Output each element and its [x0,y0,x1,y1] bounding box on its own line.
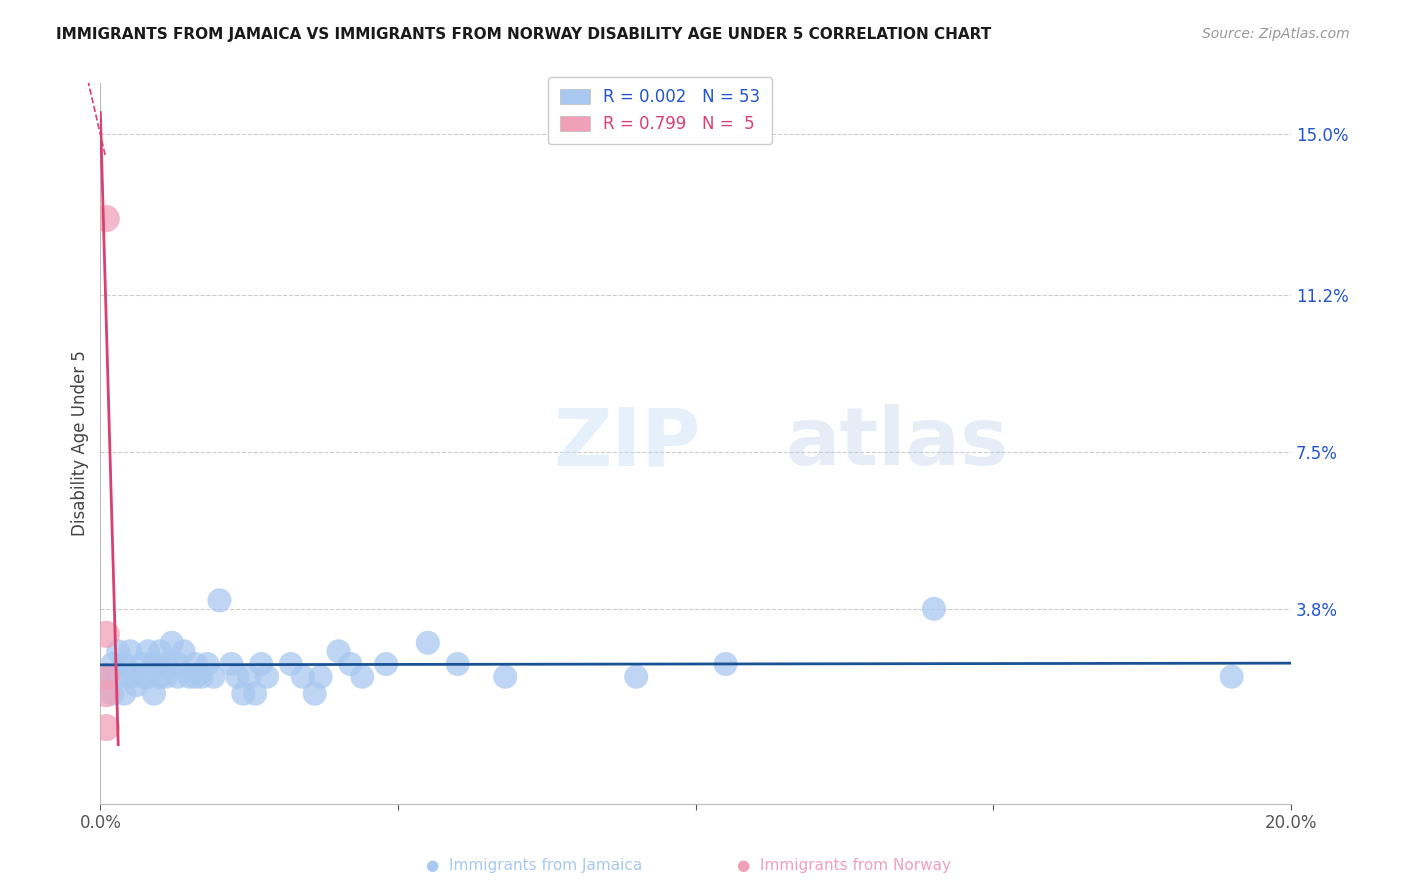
Point [101,687,124,701]
Point [202,670,225,684]
Text: ZIP: ZIP [553,404,700,483]
Point [131,670,153,684]
Point [184,670,207,684]
Point [166,670,188,684]
Point [339,657,361,671]
Point [112,657,135,671]
Point [136,644,159,658]
Point [494,670,516,684]
Point [107,644,129,658]
Point [155,657,177,671]
Point [160,636,183,650]
Point [155,670,177,684]
Point [96,211,118,226]
Point [238,670,260,684]
Point [96,721,118,735]
Point [112,687,135,701]
Point [416,636,439,650]
Point [256,670,278,684]
Legend: R = 0.002   N = 53, R = 0.799   N =  5: R = 0.002 N = 53, R = 0.799 N = 5 [548,77,772,145]
Point [96,670,118,684]
Point [922,602,945,616]
Text: Source: ZipAtlas.com: Source: ZipAtlas.com [1202,27,1350,41]
Point [291,670,314,684]
Point [1220,670,1243,684]
Text: ●  Immigrants from Jamaica: ● Immigrants from Jamaica [426,858,643,872]
Point [304,687,326,701]
Point [626,670,648,684]
Point [131,657,153,671]
Point [328,644,350,658]
Point [120,670,142,684]
Point [221,657,243,671]
Point [184,657,207,671]
Point [352,670,374,684]
Point [714,657,737,671]
Point [166,657,188,671]
Point [96,627,118,641]
Point [208,593,231,607]
Point [446,657,468,671]
Text: atlas: atlas [785,404,1008,483]
Point [226,670,249,684]
Text: ●  Immigrants from Norway: ● Immigrants from Norway [737,858,950,872]
Point [232,687,254,701]
Point [197,657,219,671]
Point [173,644,195,658]
Text: IMMIGRANTS FROM JAMAICA VS IMMIGRANTS FROM NORWAY DISABILITY AGE UNDER 5 CORRELA: IMMIGRANTS FROM JAMAICA VS IMMIGRANTS FR… [56,27,991,42]
Point [101,657,124,671]
Point [142,657,165,671]
Point [96,670,118,684]
Y-axis label: Disability Age Under 5: Disability Age Under 5 [72,351,89,536]
Point [149,670,172,684]
Point [243,687,266,701]
Point [280,657,302,671]
Point [120,644,142,658]
Point [107,670,129,684]
Point [149,644,172,658]
Point [250,657,273,671]
Point [309,670,332,684]
Point [96,687,118,701]
Point [136,670,159,684]
Point [142,687,165,701]
Point [190,670,212,684]
Point [179,670,201,684]
Point [375,657,398,671]
Point [125,678,148,692]
